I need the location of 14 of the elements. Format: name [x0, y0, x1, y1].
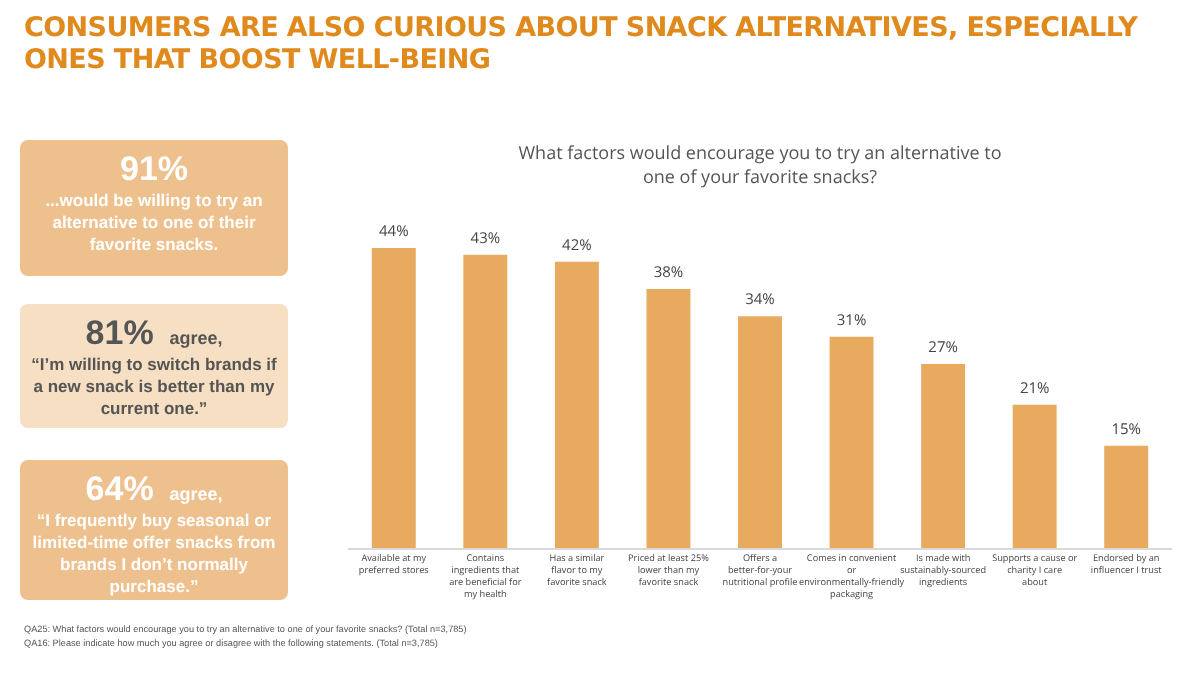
- text: 64% agree, “I frequently buy seasonal or limited-time offer snacks from brands I don’t normally purchase.”: [30, 470, 278, 598]
- text: 91% ...would be willing to try an alternative to one of their favorite snacks.: [43, 150, 265, 256]
- bar: [554, 261, 599, 548]
- text: CONSUMERS ARE ALSO CURIOUS ABOUT SNACK ALTERNATIVES, ESPECIALLY ONES THAT BOOST WELL-BEING: [24, 12, 1140, 76]
- bar: [1104, 445, 1149, 548]
- bar: [646, 288, 691, 548]
- bar: [371, 248, 416, 548]
- bar: [1012, 404, 1057, 548]
- bar: [921, 363, 966, 548]
- chart-title: What factors would encourage you to try an alternative to one of your favorite snacks?: [518, 139, 1002, 189]
- bar: [738, 316, 782, 548]
- bar: [463, 254, 508, 548]
- text: 81% agree, “I’m willing to switch brands if a new snack is better than my current one.”: [29, 314, 279, 420]
- bar: [829, 336, 874, 548]
